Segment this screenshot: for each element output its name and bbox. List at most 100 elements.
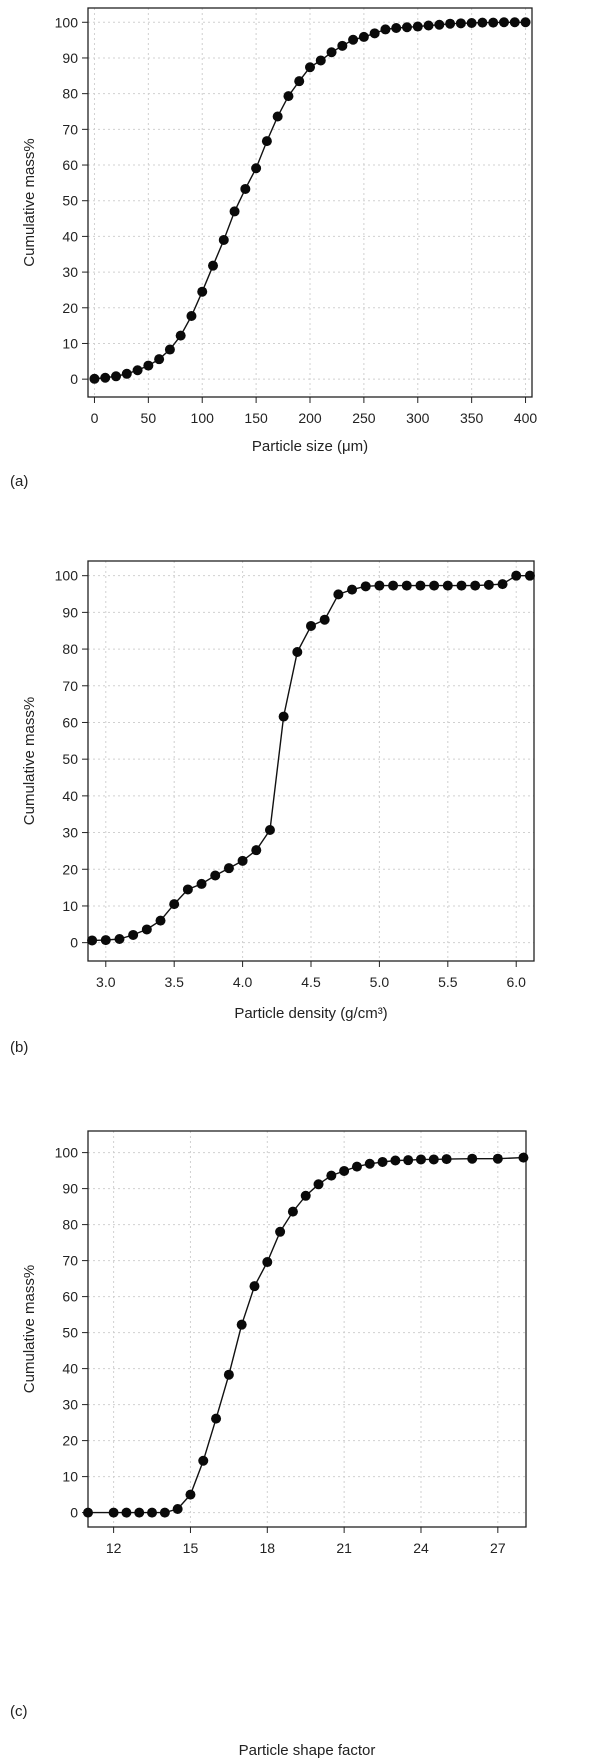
y-tick-label: 0 <box>70 935 78 951</box>
data-point <box>141 924 152 935</box>
data-point <box>470 580 481 591</box>
x-tick-label: 24 <box>413 1540 429 1556</box>
x-tick-label: 27 <box>490 1540 506 1556</box>
y-tick-label: 10 <box>62 898 78 914</box>
data-point <box>147 1507 158 1518</box>
data-point <box>182 884 193 895</box>
data-point <box>218 234 229 245</box>
y-tick-label: 60 <box>62 157 78 173</box>
data-point <box>415 1154 426 1165</box>
data-point <box>442 580 453 591</box>
data-point <box>197 286 208 297</box>
data-point <box>236 1319 247 1330</box>
data-point <box>159 1507 170 1518</box>
data-point <box>210 870 221 881</box>
data-point <box>403 1155 414 1166</box>
data-point <box>283 91 294 102</box>
data-point <box>185 1489 196 1500</box>
data-point <box>261 136 272 147</box>
data-point <box>364 1158 375 1169</box>
data-point <box>278 711 289 722</box>
data-point <box>264 824 275 835</box>
chart-panel-1: 0 50 100 150 200 250 300 350 400 0 10 20 30 40 50 60 70 8… <box>10 7 538 490</box>
data-point <box>434 19 445 30</box>
x-tick-label: 350 <box>460 410 484 426</box>
x-tick-label: 12 <box>106 1540 122 1556</box>
data-point <box>401 22 412 33</box>
y-tick-label: 90 <box>62 1181 78 1197</box>
y-tick-label: 10 <box>62 335 78 351</box>
data-point <box>339 1165 350 1176</box>
data-point <box>262 1257 273 1268</box>
data-point <box>412 21 423 32</box>
data-point <box>441 1154 452 1165</box>
y-axis-label: Cumulative mass% <box>21 1265 38 1393</box>
y-tick-label: 30 <box>62 264 78 280</box>
series-line <box>88 1156 524 1514</box>
data-point <box>143 360 154 371</box>
y-tick-label: 90 <box>62 604 78 620</box>
data-point <box>229 206 240 217</box>
data-point <box>121 368 132 379</box>
data-point <box>423 20 434 31</box>
data-point <box>134 1507 145 1518</box>
data-point <box>351 1161 362 1172</box>
x-tick-label: 4.0 <box>233 974 253 990</box>
x-tick-label: 200 <box>298 410 322 426</box>
data-point <box>497 579 508 590</box>
y-tick-label: 30 <box>62 825 78 841</box>
chart-panel-2: 3.0 3.5 4.0 4.5 5.0 5.5 6.0 0 10 20 30 40 50 60 70 80 90… <box>10 560 535 1056</box>
data-point <box>401 580 412 591</box>
data-point <box>223 1369 234 1380</box>
data-point <box>315 55 326 66</box>
data-point <box>132 365 143 376</box>
data-point <box>186 310 197 321</box>
data-point <box>380 24 391 35</box>
data-point <box>111 371 122 382</box>
data-point <box>488 17 499 28</box>
panel-label: (b) <box>10 1039 28 1056</box>
data-point <box>428 1154 439 1165</box>
data-point <box>251 845 262 856</box>
data-point <box>333 589 344 600</box>
data-point <box>100 372 111 383</box>
data-point <box>223 863 234 874</box>
data-point <box>275 1226 286 1237</box>
y-tick-label: 100 <box>55 1145 79 1161</box>
y-tick-label: 40 <box>62 1361 78 1377</box>
data-point <box>477 17 488 28</box>
data-point <box>208 260 219 271</box>
x-axis-label: Particle density (g/cm³) <box>234 1005 387 1022</box>
data-point <box>326 1170 337 1181</box>
x-tick-label: 21 <box>336 1540 352 1556</box>
x-tick-label: 50 <box>141 410 157 426</box>
x-tick-label: 400 <box>514 410 538 426</box>
y-tick-label: 10 <box>62 1469 78 1485</box>
panel-label: (c) <box>10 1703 28 1720</box>
data-point <box>466 17 477 28</box>
data-point <box>326 47 337 58</box>
data-point <box>272 111 283 122</box>
data-point <box>287 1206 298 1217</box>
data-point <box>83 1507 93 1518</box>
y-tick-label: 40 <box>62 228 78 244</box>
data-point <box>211 1413 222 1424</box>
data-point <box>391 22 402 33</box>
data-point <box>445 18 456 29</box>
data-point <box>456 580 467 591</box>
data-point <box>237 855 248 866</box>
data-point <box>429 580 440 591</box>
y-tick-label: 60 <box>62 1289 78 1305</box>
y-tick-label: 60 <box>62 714 78 730</box>
data-point <box>467 1153 478 1164</box>
data-point <box>348 34 359 45</box>
data-point <box>175 330 186 341</box>
data-point <box>509 17 520 28</box>
x-tick-label: 3.5 <box>164 974 184 990</box>
y-axis-label: Cumulative mass% <box>21 138 38 266</box>
y-tick-label: 80 <box>62 641 78 657</box>
x-tick-label: 250 <box>352 410 376 426</box>
y-tick-label: 50 <box>62 1325 78 1341</box>
y-tick-label: 20 <box>62 300 78 316</box>
data-point <box>518 1152 529 1163</box>
